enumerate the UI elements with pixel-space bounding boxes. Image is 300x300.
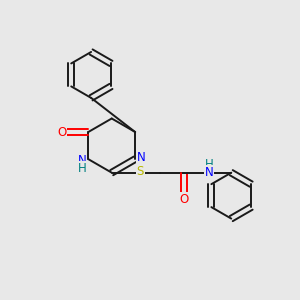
Text: N: N [205, 166, 213, 178]
Text: N: N [77, 154, 86, 167]
Text: H: H [205, 158, 213, 171]
Text: N: N [137, 151, 146, 164]
Text: H: H [77, 162, 86, 175]
Text: S: S [136, 165, 144, 178]
Text: O: O [179, 193, 189, 206]
Text: O: O [57, 125, 66, 139]
